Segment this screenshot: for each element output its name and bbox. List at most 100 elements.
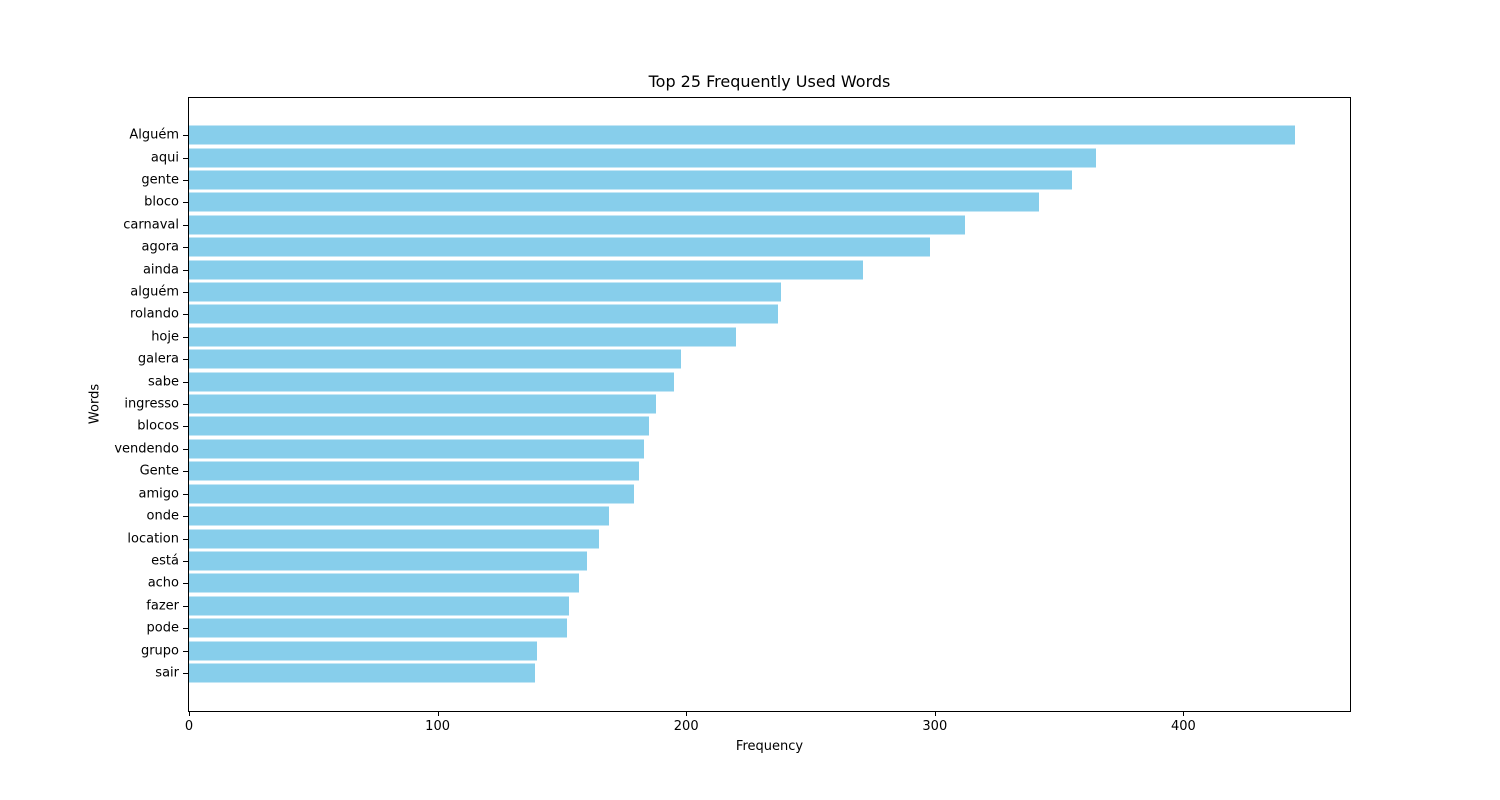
bar [189,596,570,616]
y-axis-label: Words [87,383,103,425]
bar-row: ingresso [124,393,1350,415]
y-tick-mark [183,583,188,585]
y-tick-mark [183,538,188,540]
bar [189,663,535,683]
bar-row: fazer [146,595,1350,617]
bar [189,506,610,526]
y-tick-label: gente [141,172,179,188]
x-tick-mark [1183,711,1185,716]
y-tick-label: aqui [150,150,179,166]
bar-row: grupo [141,639,1350,661]
y-tick-label: rolando [129,306,179,322]
y-tick-mark [183,247,188,249]
y-tick-label: pode [146,620,179,636]
bar [189,215,965,235]
bar [189,439,644,459]
bar [189,192,1040,212]
y-tick-label: blocos [137,418,179,434]
y-tick-label: location [127,531,179,547]
bar [189,416,649,436]
chart-title: Top 25 Frequently Used Words [648,72,891,91]
y-tick-label: Alguém [129,127,179,143]
x-axis: 0 100 200 300 400 [185,711,1350,751]
bar-row: ainda [143,258,1350,280]
bar [189,260,863,280]
y-tick-mark [183,516,188,518]
bar [189,237,930,257]
y-tick-mark [183,292,188,294]
x-tick-label: 100 [425,719,451,734]
bar-row: aqui [151,146,1350,168]
y-tick-mark [183,605,188,607]
plot-area: Alguém aqui gente bloco carnaval agora ainda al… [114,97,1351,734]
bar-row: gente [141,169,1350,191]
y-tick-mark [183,359,188,361]
bar-row: alguém [130,281,1350,303]
bar-row: hoje [151,326,1350,348]
bar [189,372,674,392]
y-tick-label: agora [141,239,179,255]
bar-row: bloco [144,191,1350,213]
bar [189,349,682,369]
y-tick-mark [183,269,188,271]
y-tick-mark [183,560,188,562]
bar-row: blocos [137,415,1350,437]
y-tick-mark [183,180,188,182]
bar-row: location [127,527,1350,549]
y-tick-mark [183,135,188,137]
y-tick-label: amigo [138,486,179,502]
x-tick-mark [686,711,688,716]
y-tick-label: carnaval [123,217,179,233]
y-tick-label: hoje [151,329,179,345]
y-tick-mark [183,471,188,473]
y-tick-mark [183,381,188,383]
y-tick-label: fazer [146,598,179,614]
x-tick-label: 0 [184,719,194,734]
x-tick-label: 300 [922,719,948,734]
bar-row: rolando [130,303,1350,325]
bar-row: Gente [140,460,1350,482]
bar [189,282,781,302]
bar [189,125,1296,145]
bar [189,551,587,571]
y-tick-mark [183,157,188,159]
bar-row: carnaval [123,214,1350,236]
bar [189,618,567,638]
bar-row: vendendo [114,438,1350,460]
y-tick-label: bloco [144,194,179,210]
bar [189,304,779,324]
y-tick-label: ingresso [124,396,179,412]
y-tick-mark [183,448,188,450]
y-tick-mark [183,202,188,204]
x-tick-label: 200 [673,719,699,734]
y-tick-label: está [151,553,179,569]
y-tick-mark [183,650,188,652]
y-tick-label: onde [146,508,179,524]
x-tick-mark [934,711,936,716]
bar [189,461,639,481]
y-tick-label: alguém [130,284,179,300]
y-tick-mark [183,404,188,406]
bar [189,573,580,593]
bar [189,484,634,504]
bar-row: acho [148,572,1350,594]
y-tick-label: grupo [140,643,179,659]
y-tick-mark [183,628,188,630]
bar [189,170,1072,190]
y-tick-label: sabe [148,374,179,390]
bar-row: galera [138,348,1350,370]
y-tick-label: ainda [142,262,179,278]
y-tick-label: Gente [139,463,179,479]
bar-row: sabe [148,370,1350,392]
y-tick-label: galera [137,351,179,367]
bar-row: agora [142,236,1350,258]
bar [189,148,1097,168]
bar-row: está [151,550,1350,572]
bar-row: sair [155,662,1350,684]
bar [189,394,657,414]
x-tick-mark [437,711,439,716]
y-tick-mark [183,314,188,316]
bars-area: Alguém aqui gente bloco carnaval agora ainda al… [114,98,1350,711]
y-tick-mark [183,672,188,674]
